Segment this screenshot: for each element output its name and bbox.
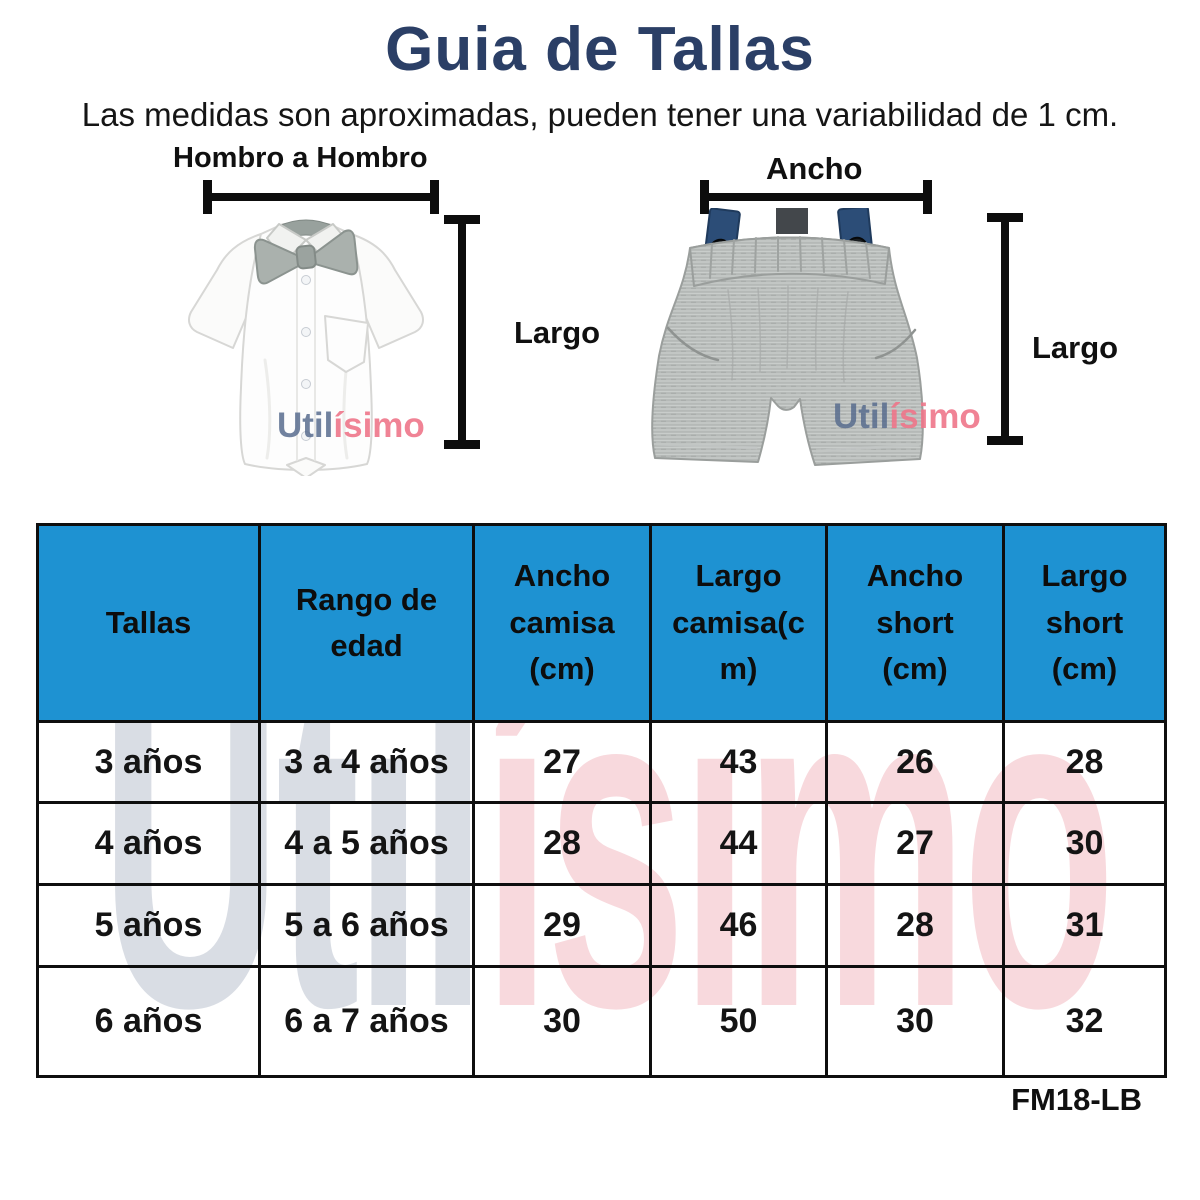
shorts-width-label: Ancho [766, 151, 863, 186]
page-title: Guia de Tallas [385, 15, 815, 84]
header-ancho-camisa: Ancho camisa (cm) [472, 523, 652, 723]
shorts-length-label: Largo [1032, 330, 1119, 365]
shorts-pocket-left [666, 326, 720, 362]
product-code: FM18-LB [1011, 1082, 1142, 1117]
table-cell: 46 [649, 883, 828, 968]
size-table: Tallas Rango de edad Ancho camisa (cm) L… [36, 523, 1167, 1078]
table-cell: 5 a 6 años [258, 883, 475, 968]
shirt-button [301, 275, 311, 285]
table-cell: 6 años [36, 965, 261, 1078]
shorts-pocket-right [874, 328, 917, 360]
shorts-hems [655, 442, 920, 453]
table-cell: 43 [649, 720, 828, 804]
shirt-body [239, 223, 373, 471]
shorts-length-measure-line [987, 213, 1023, 445]
shirt-right-sleeve [350, 233, 424, 349]
table-cell: 30 [472, 965, 652, 1078]
table-cell: 44 [649, 801, 828, 886]
header-tallas: Tallas [36, 523, 261, 723]
shirt-width-measure-line [203, 180, 439, 214]
shorts-width-measure-line [700, 180, 932, 214]
table-row: 3 años 3 a 4 años 27 43 26 28 [36, 720, 1167, 804]
shirt-watermark: Utilísimo [277, 406, 425, 446]
table-cell: 4 años [36, 801, 261, 886]
shirt-length-measure-line [444, 215, 480, 449]
page-subtitle: Las medidas son aproximadas, pueden tene… [81, 96, 1119, 133]
watermark-part2: ísimo [889, 397, 981, 436]
table-cell: 29 [472, 883, 652, 968]
table-cell: 50 [649, 965, 828, 1078]
table-header-row: Tallas Rango de edad Ancho camisa (cm) L… [36, 523, 1167, 723]
table-row: 5 años 5 a 6 años 29 46 28 31 [36, 883, 1167, 968]
table-cell: 5 años [36, 883, 261, 968]
table-row: 4 años 4 a 5 años 28 44 27 30 [36, 801, 1167, 886]
shirt-shoulder-to-shoulder-label: Hombro a Hombro [173, 142, 428, 174]
shirt-pocket [324, 315, 369, 373]
header-rango-edad: Rango de edad [258, 523, 475, 723]
shirt-illustration [188, 219, 424, 479]
bow-tie [253, 229, 359, 285]
header-largo-camisa: Largo camisa(cm) [649, 523, 828, 723]
header-largo-short: Largo short (cm) [1002, 523, 1167, 723]
table-cell: 32 [1002, 965, 1167, 1078]
shirt-length-label: Largo [514, 315, 601, 350]
watermark-part2: ísimo [333, 406, 425, 445]
watermark-part1: Util [833, 397, 890, 436]
shorts-watermark: Utilísimo [833, 397, 981, 437]
table-row: 6 años 6 a 7 años 30 50 30 32 [36, 965, 1167, 1078]
shorts-fold-lines [727, 285, 849, 383]
shirt-button [301, 327, 311, 337]
table-cell: 30 [825, 965, 1005, 1078]
table-cell: 6 a 7 años [258, 965, 475, 1078]
table-cell: 31 [1002, 883, 1167, 968]
shirt-button [301, 379, 311, 389]
shorts-illustration [651, 205, 924, 466]
table-cell: 27 [472, 720, 652, 804]
shorts-image [628, 205, 952, 476]
table-cell: 3 años [36, 720, 261, 804]
header-ancho-short: Ancho short (cm) [825, 523, 1005, 723]
shirt-left-sleeve [188, 233, 262, 349]
table-cell: 27 [825, 801, 1005, 886]
shirt-placket [296, 257, 316, 461]
shorts-center-tab [776, 208, 808, 234]
table-cell: 3 a 4 años [258, 720, 475, 804]
table-cell: 28 [472, 801, 652, 886]
waistband-gathers [709, 236, 871, 279]
shirt-button [301, 431, 311, 441]
shorts-waistband [689, 236, 890, 287]
shirt-tail [286, 457, 326, 479]
shirt-image [175, 210, 437, 479]
table-cell: 4 a 5 años [258, 801, 475, 886]
table-cell: 30 [1002, 801, 1167, 886]
table-cell: 28 [1002, 720, 1167, 804]
table-cell: 26 [825, 720, 1005, 804]
table-cell: 28 [825, 883, 1005, 968]
watermark-part1: Util [277, 406, 334, 445]
